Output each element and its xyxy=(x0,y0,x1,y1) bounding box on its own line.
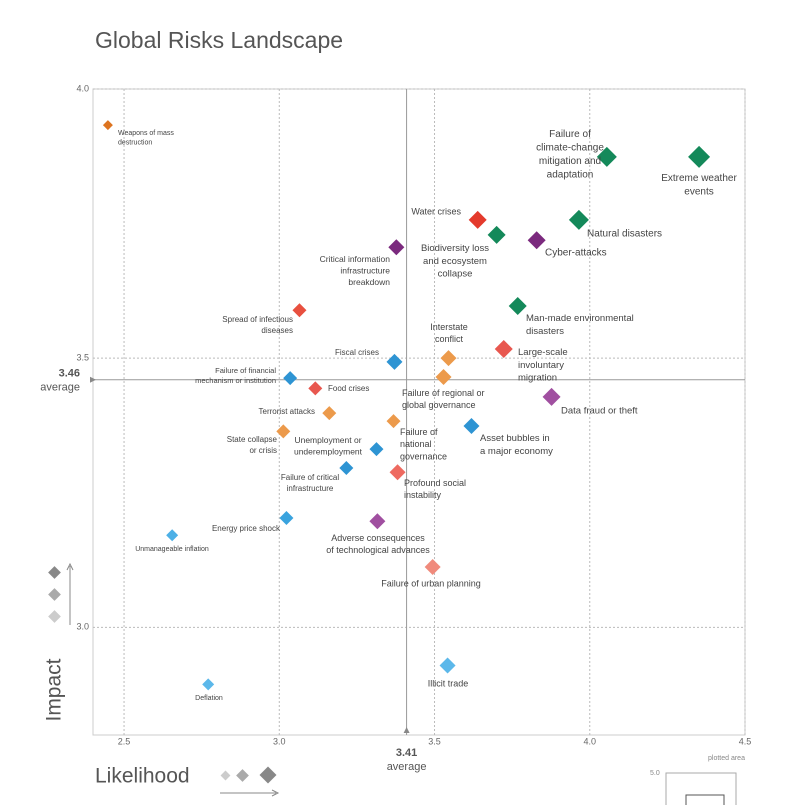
risk-label: Failure of climate-change mitigation and ad… xyxy=(536,129,604,181)
risk-marker xyxy=(339,460,354,475)
risk-label: Failure of critical infrastructure xyxy=(281,473,339,493)
risk-label: Spread of infectious diseases xyxy=(222,315,293,335)
average-label: average xyxy=(40,382,80,394)
risk-marker xyxy=(542,387,561,406)
risk-label: Terrorist attacks xyxy=(259,407,315,416)
y-tick-label: 3.0 xyxy=(76,622,89,632)
risk-marker xyxy=(386,414,401,429)
risk-marker xyxy=(292,303,307,318)
risk-label: Interstate conflict xyxy=(430,322,468,344)
inset-label: plotted area xyxy=(708,755,745,762)
x-tick-label: 4.5 xyxy=(739,736,752,746)
chart-title: Global Risks Landscape xyxy=(95,27,343,53)
risk-marker xyxy=(322,406,337,421)
average-value: 3.41 xyxy=(396,747,417,759)
risk-marker xyxy=(388,239,405,256)
risk-label: Fiscal crises xyxy=(335,348,379,357)
impact-legend xyxy=(48,562,74,625)
risk-label: Data fraud or theft xyxy=(561,406,638,417)
risk-marker xyxy=(439,657,456,674)
plot-frame xyxy=(92,88,746,736)
inset: plotted area 5.0 xyxy=(650,755,745,805)
risk-label: Man-made environmental disasters xyxy=(526,313,634,337)
risk-marker xyxy=(688,145,711,168)
risk-label: Weapons of mass destruction xyxy=(118,130,174,146)
risk-label: Failure of financial mechanism or institu… xyxy=(195,366,276,385)
x-tick-label: 3.5 xyxy=(428,736,441,746)
risk-label: Natural disasters xyxy=(587,229,662,240)
x-tick-label: 4.0 xyxy=(584,736,597,746)
risk-marker xyxy=(279,511,294,526)
risk-label: State collapse or crisis xyxy=(227,435,278,455)
risk-marker xyxy=(369,442,384,457)
likelihood-legend xyxy=(220,766,280,797)
x-tick-label: 3.0 xyxy=(273,736,286,746)
risk-label: Unmanageable inflation xyxy=(135,546,209,553)
risk-marker xyxy=(596,146,617,167)
risk-label: Water crises xyxy=(411,206,461,216)
risk-label: Profound social instability xyxy=(404,478,466,500)
risk-marker xyxy=(487,225,506,244)
risk-marker xyxy=(102,120,113,131)
risk-marker xyxy=(435,369,452,386)
risk-label: Failure of regional or global governance xyxy=(402,388,485,410)
risk-label: Extreme weather events xyxy=(661,173,737,198)
risk-label: Food crises xyxy=(328,384,369,393)
risk-marker xyxy=(468,210,487,229)
x-tick-label: 2.5 xyxy=(118,736,131,746)
risk-label: Critical information infrastructure breakd… xyxy=(320,254,391,287)
risk-label: Deflation xyxy=(195,695,223,702)
average-marker xyxy=(403,727,410,733)
average-label: average xyxy=(387,761,427,773)
risk-marker xyxy=(508,296,527,315)
risk-label: Failure of national governance xyxy=(400,427,447,461)
y-axis-label: Impact xyxy=(43,658,66,721)
risk-marker xyxy=(369,513,386,530)
risk-marker xyxy=(202,678,215,691)
risk-label: Unemployment or underemployment xyxy=(294,435,363,456)
risk-marker xyxy=(527,231,546,250)
risk-label: Adverse consequences of technological adv… xyxy=(326,533,430,555)
risk-marker xyxy=(283,371,298,386)
x-axis-label: Likelihood xyxy=(95,765,190,788)
risk-marker xyxy=(494,340,513,359)
inset-tick: 5.0 xyxy=(650,770,660,777)
risk-marker xyxy=(386,353,403,370)
y-tick-label: 3.5 xyxy=(76,353,89,363)
risk-label: Failure of urban planning xyxy=(381,578,481,588)
risk-marker xyxy=(308,381,323,396)
risk-label: Energy price shock xyxy=(212,524,281,533)
risk-marker xyxy=(463,417,480,434)
risk-marker xyxy=(424,559,441,576)
risk-label: Asset bubbles in a major economy xyxy=(480,433,553,457)
average-value: 3.46 xyxy=(59,368,80,380)
risk-marker xyxy=(568,209,589,230)
risk-label: Biodiversity loss and ecosystem collapse xyxy=(421,243,489,280)
risk-marker xyxy=(389,464,406,481)
risk-label: Cyber-attacks xyxy=(545,248,607,259)
y-tick-label: 4.0 xyxy=(76,83,89,93)
average-marker xyxy=(90,376,96,383)
risk-marker xyxy=(276,424,291,439)
risk-marker xyxy=(166,529,179,542)
risk-marker xyxy=(440,350,457,367)
risk-label: Illicit trade xyxy=(428,678,469,688)
risk-label: Large-scale involuntary migration xyxy=(518,347,568,384)
